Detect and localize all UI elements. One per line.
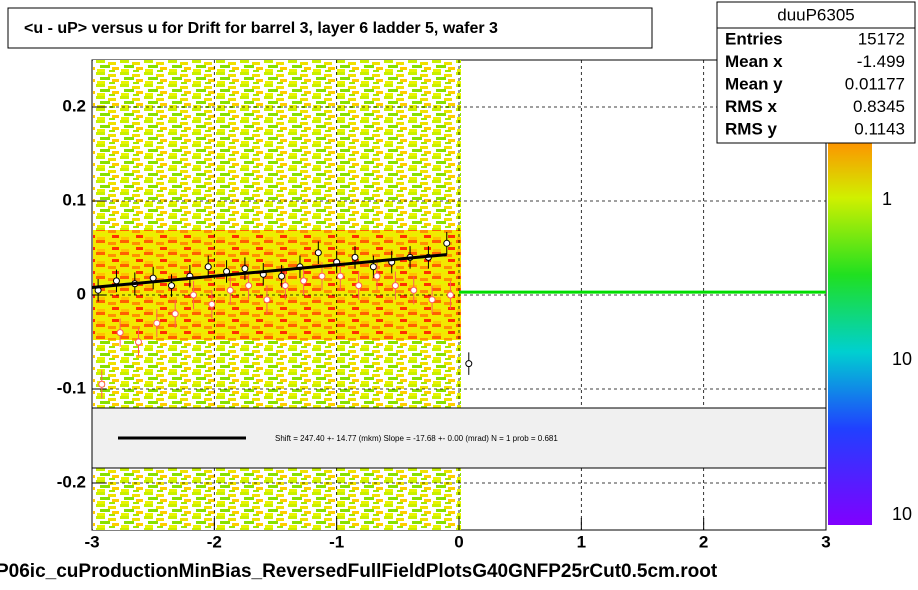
profile-point bbox=[314, 249, 322, 257]
y-tick-label: -0.2 bbox=[57, 472, 86, 491]
stats-value: -1.499 bbox=[857, 52, 905, 71]
profile-point bbox=[278, 272, 286, 280]
profile-point bbox=[245, 282, 253, 290]
profile-point bbox=[355, 282, 363, 290]
x-tick-label: -1 bbox=[329, 532, 344, 551]
profile-point bbox=[281, 282, 289, 290]
profile-point bbox=[204, 263, 212, 271]
profile-point bbox=[428, 296, 436, 304]
profile-point bbox=[351, 253, 359, 261]
stats-box bbox=[716, 1, 916, 144]
stats-value: 0.1143 bbox=[854, 119, 905, 138]
profile-point bbox=[391, 282, 399, 290]
profile-point bbox=[116, 329, 124, 337]
y-tick-label: 0.1 bbox=[62, 190, 86, 209]
x-tick-label: 1 bbox=[577, 532, 586, 551]
stats-label: RMS x bbox=[725, 97, 778, 116]
profile-point bbox=[263, 296, 271, 304]
x-tick-label: 0 bbox=[454, 532, 463, 551]
profile-point bbox=[168, 282, 176, 290]
stats-label: RMS y bbox=[725, 119, 778, 138]
chart-title: <u - uP> versus u for Drift for barrel 3… bbox=[24, 20, 498, 37]
profile-point bbox=[465, 360, 473, 368]
profile-point bbox=[410, 286, 418, 294]
fit-text: Shift = 247.40 +- 14.77 (mkm) Slope = -1… bbox=[275, 434, 558, 443]
y-tick-label: -0.1 bbox=[57, 378, 86, 397]
profile-point bbox=[153, 319, 161, 327]
y-tick-label: 0 bbox=[77, 284, 86, 303]
profile-point bbox=[373, 272, 381, 280]
profile-point bbox=[241, 265, 249, 273]
profile-point bbox=[134, 338, 142, 346]
profile-point bbox=[318, 272, 326, 280]
profile-point bbox=[190, 291, 198, 299]
palette-label: 10 bbox=[892, 504, 912, 524]
palette-label: 10 bbox=[892, 349, 912, 369]
fit-line bbox=[91, 253, 447, 289]
profile-point bbox=[300, 277, 308, 285]
heatmap-core bbox=[93, 230, 461, 340]
profile-point bbox=[369, 263, 377, 271]
profile-point bbox=[336, 272, 344, 280]
x-tick-label: -3 bbox=[84, 532, 99, 551]
profile-point bbox=[98, 380, 106, 388]
x-tick-label: -2 bbox=[207, 532, 222, 551]
profile-point bbox=[112, 277, 120, 285]
stats-label: Mean x bbox=[725, 52, 783, 71]
stats-label: Entries bbox=[725, 29, 783, 48]
profile-point bbox=[226, 286, 234, 294]
profile-point bbox=[208, 300, 216, 308]
stats-value: 0.01177 bbox=[845, 74, 905, 93]
palette-label: 1 bbox=[882, 189, 892, 209]
profile-point bbox=[446, 291, 454, 299]
x-tick-label: 3 bbox=[821, 532, 830, 551]
stats-label: Mean y bbox=[725, 74, 783, 93]
stats-value: 0.8345 bbox=[853, 97, 905, 116]
x-tick-label: 2 bbox=[699, 532, 708, 551]
y-tick-label: 0.2 bbox=[62, 96, 86, 115]
profile-point bbox=[443, 239, 451, 247]
title-box bbox=[7, 7, 653, 49]
stats-value: 15172 bbox=[858, 29, 905, 48]
profile-point bbox=[171, 310, 179, 318]
stats-title: duuP6305 bbox=[777, 5, 855, 24]
footer: P06ic_cuProductionMinBias_ReversedFullFi… bbox=[0, 561, 718, 582]
palette bbox=[828, 140, 872, 525]
